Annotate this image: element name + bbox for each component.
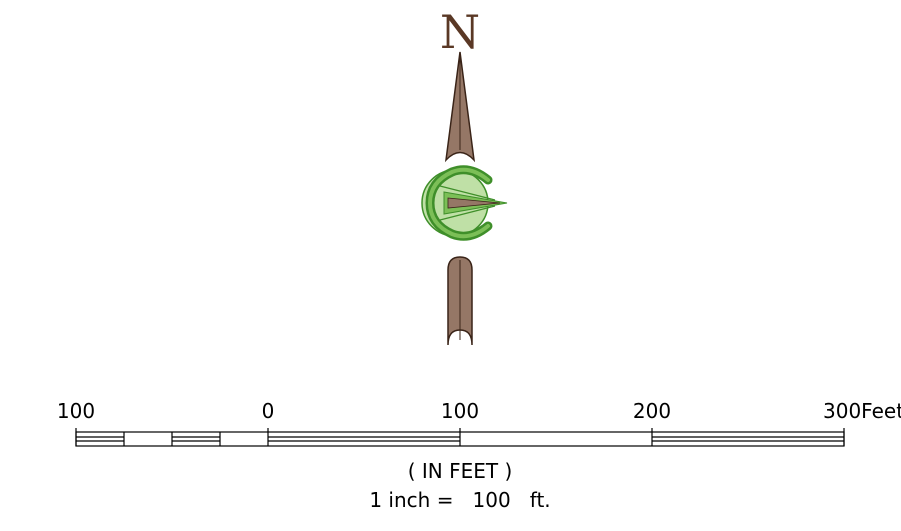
north-arrow: N xyxy=(421,5,508,346)
scale-label-0: 0 xyxy=(262,399,275,423)
scale-caption-ratio: 1 inch = 100 ft. xyxy=(369,488,550,512)
scale-bar-filled-segments xyxy=(76,436,844,442)
scale-bar: 100 0 100 200 300Feet ( xyxy=(57,399,901,512)
north-letter: N xyxy=(440,5,480,59)
scale-caption-units: ( IN FEET ) xyxy=(408,459,513,483)
scale-bar-ticks xyxy=(75,428,845,446)
scale-label-200: 200 xyxy=(633,399,671,423)
scale-label-300: 300Feet xyxy=(823,399,901,423)
scale-label-100: 100 xyxy=(441,399,479,423)
scale-label-100-left: 100 xyxy=(57,399,95,423)
compass-emblem xyxy=(421,165,508,241)
